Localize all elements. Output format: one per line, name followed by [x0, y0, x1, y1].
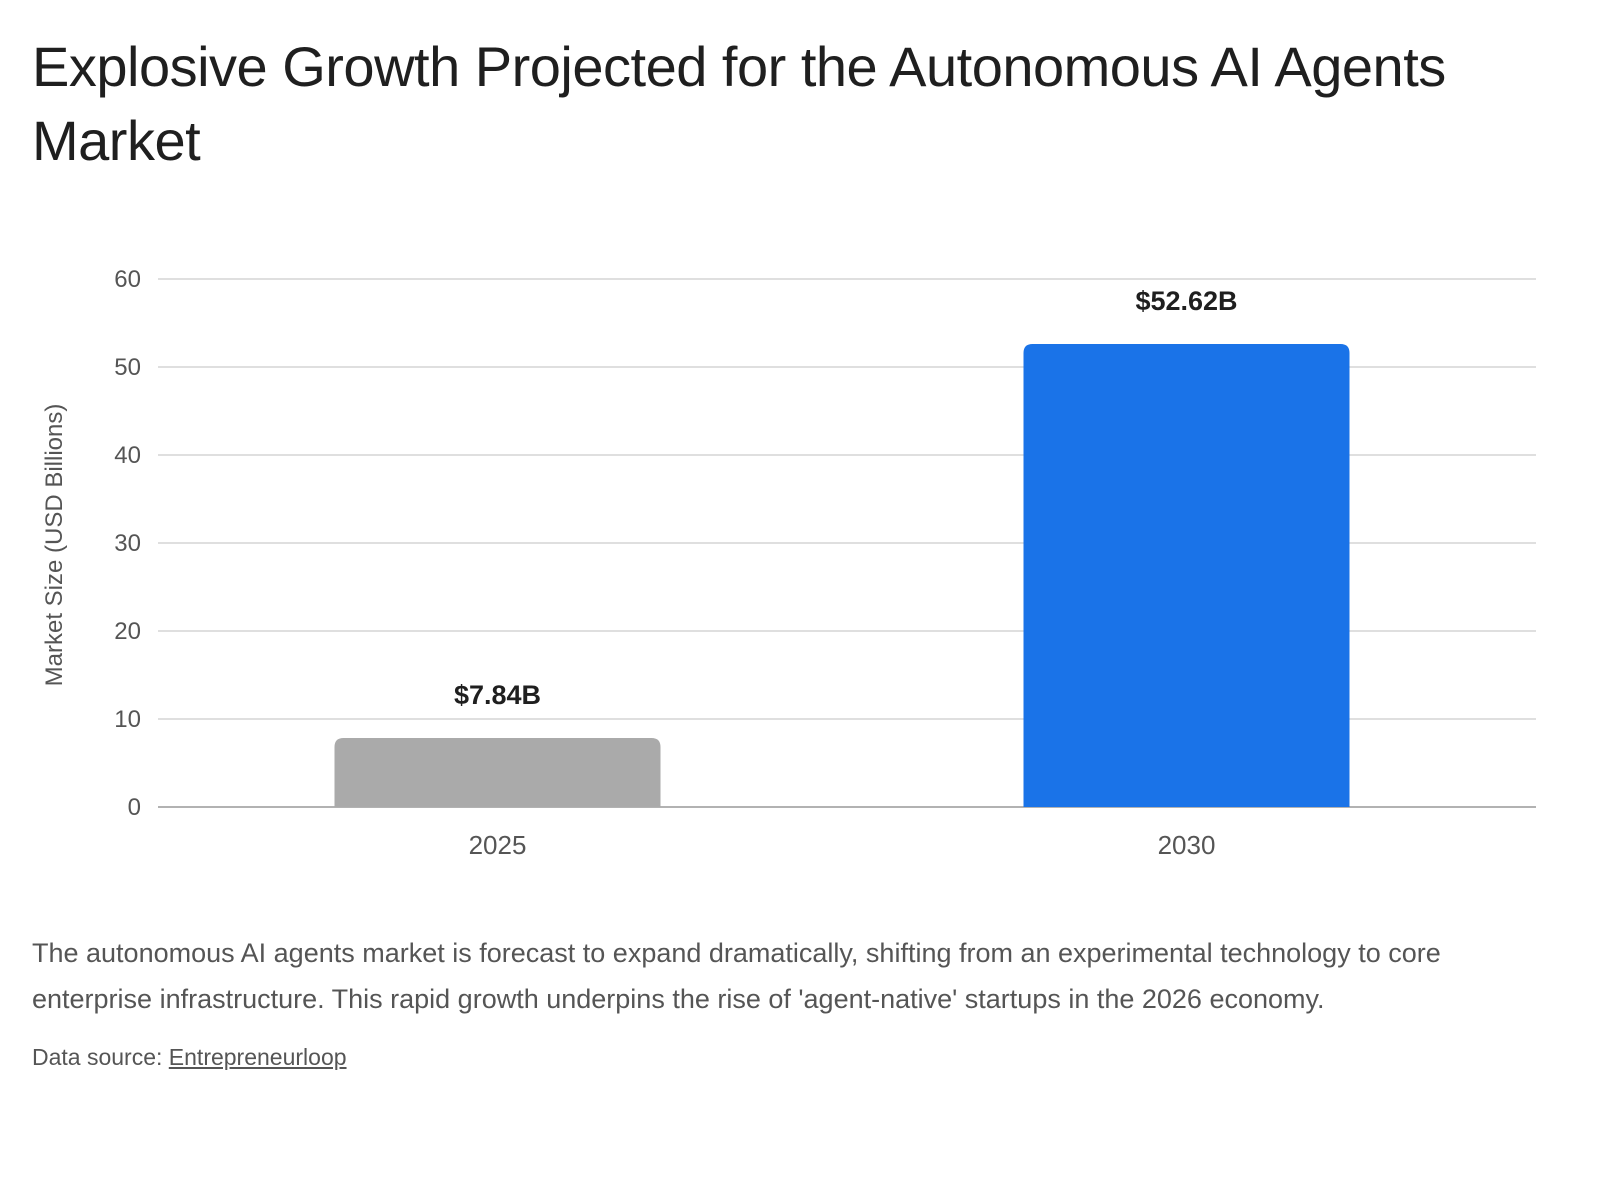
chart-description: The autonomous AI agents market is forec…: [32, 938, 1441, 1014]
bars: [334, 343, 1350, 807]
data-source-prefix: Data source:: [32, 1044, 169, 1070]
y-axis-ticks: 0 10 20 30 40 50 60: [114, 266, 141, 821]
y-tick-label: 40: [114, 442, 141, 469]
y-tick-label: 0: [128, 794, 141, 821]
data-label-2030: $52.62B: [1135, 286, 1237, 316]
chart-title: Explosive Growth Projected for the Auton…: [32, 35, 1446, 172]
x-category-label-2030: 2030: [1158, 830, 1216, 860]
x-category-label-2025: 2025: [469, 830, 527, 860]
x-axis-categories: 2025 2030: [469, 830, 1216, 860]
data-source-link[interactable]: Entrepreneurloop: [168, 1044, 347, 1070]
data-source: Data source: Entrepreneurloop: [32, 1044, 347, 1071]
bar-chart: 0 10 20 30 40 50 60 Market Size (USD Billions)…: [0, 230, 1600, 890]
y-tick-label: 10: [114, 706, 141, 733]
data-label-2025: $7.84B: [454, 680, 541, 710]
data-labels: $7.84B $52.62B: [454, 286, 1238, 710]
y-axis-title: Market Size (USD Billions): [41, 404, 68, 687]
bar-2030: [1023, 343, 1350, 807]
y-tick-label: 60: [114, 266, 141, 293]
y-tick-label: 50: [114, 354, 141, 381]
y-tick-label: 30: [114, 530, 141, 557]
y-tick-label: 20: [114, 618, 141, 645]
bar-2025: [334, 738, 661, 807]
